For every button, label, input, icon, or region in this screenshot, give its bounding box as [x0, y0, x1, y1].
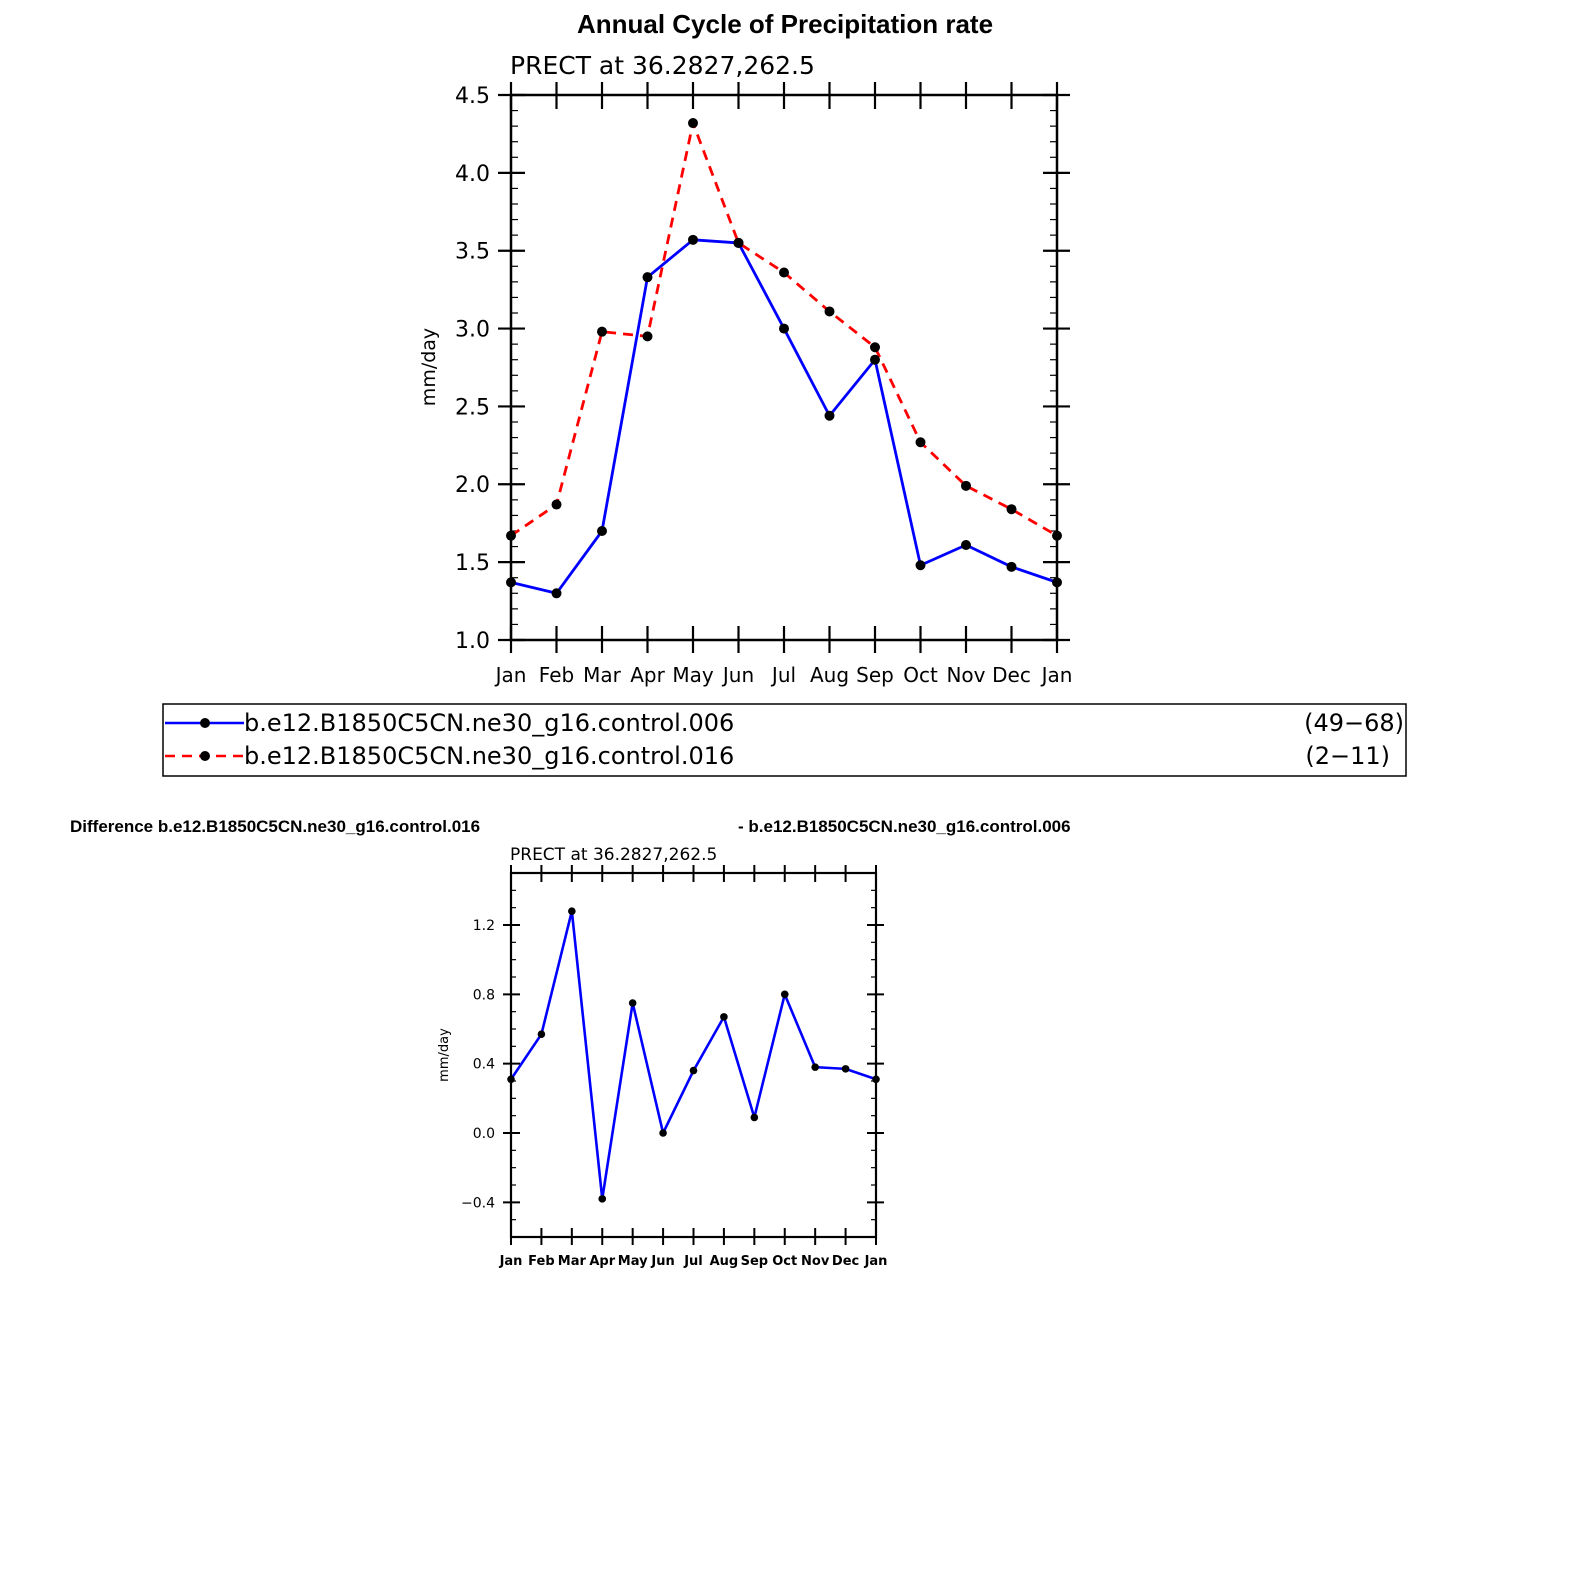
chart2-y-tick-label: −0.4 — [461, 1195, 495, 1211]
chart1-series-1-point — [688, 234, 698, 245]
chart1-series-1-point — [597, 526, 607, 536]
chart2-x-tick-label: Nov — [801, 1254, 830, 1269]
chart2-title-left: Difference b.e12.B1850C5CN.ne30_g16.cont… — [70, 817, 480, 836]
chart1-series-2-point — [688, 118, 698, 129]
chart1-x-tick-label: Mar — [583, 663, 622, 687]
chart1-series-2-point — [915, 437, 926, 448]
chart2-subtitle: PRECT at 36.2827,262.5 — [510, 845, 717, 865]
legend-years-series-1: (49−68) — [1304, 709, 1404, 737]
chart2-x-tick-label: Dec — [832, 1254, 859, 1269]
chart2-x-tick-label: Jul — [683, 1254, 703, 1269]
legend-marker-series-2 — [200, 751, 210, 761]
chart1-series-2-point — [961, 480, 971, 491]
chart1-y-tick-label: 1.0 — [455, 629, 490, 654]
chart1-y-tick-label: 2.0 — [455, 473, 490, 498]
chart1-x-tick-label: Jan — [1040, 663, 1073, 687]
chart2-x-tick-label: Jan — [864, 1254, 888, 1269]
chart2-title-right: - b.e12.B1850C5CN.ne30_g16.control.006 — [738, 817, 1071, 836]
chart2-series-1-point — [598, 1195, 607, 1203]
chart1-y-tick-label: 3.0 — [455, 317, 490, 342]
legend-label-series-2: b.e12.B1850C5CN.ne30_g16.control.016 — [244, 742, 734, 770]
chart2-series-1-point — [507, 1075, 515, 1084]
chart1-y-tick-label: 4.5 — [455, 84, 490, 109]
chart1-x-tick-label: May — [672, 663, 714, 687]
chart1-series-2-point — [506, 530, 516, 541]
chart1-y-tick-label: 1.5 — [455, 551, 490, 576]
legend-marker-series-1 — [200, 718, 210, 728]
chart1-y-tick-label: 3.5 — [455, 240, 490, 265]
chart1-series-1-point — [506, 577, 516, 588]
chart2-series-1-point — [568, 907, 576, 915]
chart1-legend: b.e12.B1850C5CN.ne30_g16.control.006 (49… — [162, 703, 1407, 777]
chart1-series-1-point — [824, 410, 835, 421]
chart2-series-1-point — [780, 990, 789, 999]
chart1-x-tick-label: Jun — [721, 663, 754, 687]
chart2-y-tick-label: 0.4 — [473, 1057, 495, 1073]
chart2-x-tick-label: Apr — [589, 1254, 615, 1269]
chart2-series-1-point — [750, 1113, 759, 1122]
chart1-y-tick-label: 2.5 — [455, 395, 490, 420]
chart1-series-1-point — [551, 588, 562, 599]
legend-label-series-1: b.e12.B1850C5CN.ne30_g16.control.006 — [244, 709, 734, 737]
chart2-series-1-point — [659, 1129, 667, 1137]
chart2-x-tick-label: May — [618, 1254, 648, 1269]
chart1-series-1-point — [870, 354, 880, 365]
difference-chart: Difference b.e12.B1850C5CN.ne30_g16.cont… — [70, 817, 1071, 1269]
chart1-series-1-point — [1006, 561, 1017, 572]
chart1-series-1-point — [915, 560, 926, 571]
legend-box — [162, 703, 1407, 777]
chart2-x-tick-label: Oct — [772, 1254, 797, 1269]
chart1-series-2-point — [642, 331, 653, 342]
chart1-series-2-point — [779, 267, 789, 278]
chart2-x-tick-label: Mar — [558, 1254, 587, 1269]
chart1-series-2-point — [870, 342, 880, 353]
chart1-series-2-point — [733, 237, 744, 248]
chart1-x-tick-label: Jan — [494, 663, 527, 687]
chart2-y-axis-label: mm/day — [437, 1028, 452, 1082]
chart2-series-1-point — [841, 1065, 850, 1073]
chart2-y-tick-label: 1.2 — [473, 918, 495, 934]
chart2-x-tick-label: Feb — [528, 1254, 554, 1269]
legend-years-series-2: (2−11) — [1305, 742, 1390, 770]
chart2-x-tick-label: Aug — [710, 1254, 739, 1269]
chart1-series-2-point — [824, 306, 835, 317]
chart2-x-tick-label: Sep — [741, 1254, 769, 1269]
chart2-series-1-point — [628, 999, 637, 1007]
chart1-series-1-point — [961, 540, 971, 551]
chart1-series-2-point — [1052, 530, 1062, 541]
chart1-series-2-point — [1006, 504, 1017, 515]
chart1-x-tick-label: Dec — [992, 663, 1031, 687]
chart1-x-tick-label: Sep — [856, 663, 894, 687]
chart2-x-tick-label: Jan — [499, 1254, 523, 1269]
chart1-series-1-point — [1052, 577, 1062, 588]
chart2-x-tick-label: Jun — [650, 1254, 674, 1269]
chart2-series-1-point — [689, 1066, 698, 1075]
chart2-series-1-point — [872, 1075, 880, 1084]
chart1-y-tick-label: 4.0 — [455, 162, 490, 187]
chart2-series-1-point — [811, 1063, 819, 1071]
chart2-series-1-point — [537, 1030, 546, 1038]
chart1-series-1-point — [642, 272, 653, 283]
chart1-x-tick-label: Aug — [810, 663, 849, 687]
chart2-y-tick-label: 0.0 — [473, 1126, 495, 1142]
chart1-x-tick-label: Nov — [946, 663, 985, 687]
chart1-y-axis-label: mm/day — [418, 328, 440, 406]
chart1-series-1-point — [779, 323, 789, 334]
annual-cycle-chart: PRECT at 36.2827,262.5 mm/day 1.0 1.5 2.0 2… — [418, 51, 1072, 687]
chart1-x-tick-label: Feb — [539, 663, 574, 687]
chart2-y-tick-label: 0.8 — [473, 987, 495, 1003]
chart1-x-tick-label: Jul — [770, 663, 796, 687]
chart1-x-tick-label: Apr — [630, 663, 665, 687]
chart1-subtitle: PRECT at 36.2827,262.5 — [510, 51, 815, 80]
figure-title: Annual Cycle of Precipitation rate — [577, 9, 993, 39]
chart2-series-1-point — [720, 1013, 728, 1021]
chart1-series-2-point — [597, 326, 607, 337]
chart1-x-tick-label: Oct — [903, 663, 938, 687]
chart1-series-2-point — [551, 499, 562, 510]
